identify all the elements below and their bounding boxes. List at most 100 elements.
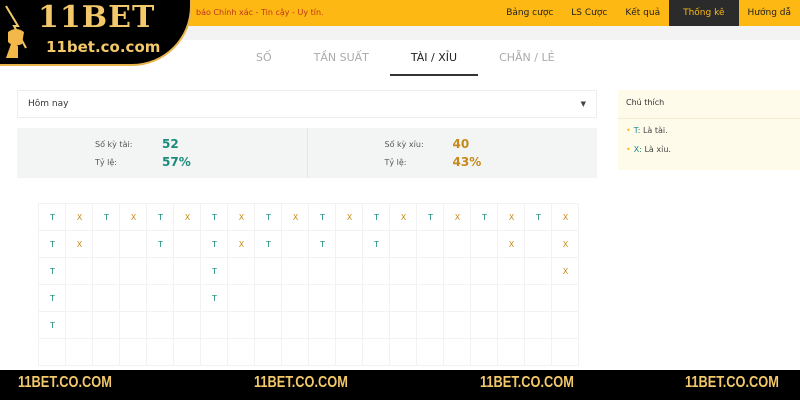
nav-ket-qua[interactable]: Kết quả	[625, 8, 661, 18]
result-column: X	[130, 213, 137, 222]
grid-cell	[66, 258, 93, 285]
grid-cell	[552, 231, 579, 258]
grid-cell	[525, 231, 552, 258]
grid-cell	[201, 231, 228, 258]
tai-stats: Số kỳ tài: 52 Tỷ lệ: 57%	[17, 128, 308, 178]
grid-cell	[174, 339, 201, 366]
grid-cell	[120, 258, 147, 285]
grid-cell	[93, 339, 120, 366]
grid-cell	[282, 204, 309, 231]
grid-cell	[66, 204, 93, 231]
grid-cell	[93, 204, 120, 231]
tai-ratio-label: Tỷ lệ:	[95, 158, 118, 167]
tai-count-label: Số kỳ tài:	[95, 140, 133, 149]
grid-cell	[93, 258, 120, 285]
result-column: X	[346, 213, 353, 222]
grid-cell	[201, 312, 228, 339]
xiu-stats: Số kỳ xỉu: 40 Tỷ lệ: 43%	[308, 128, 598, 178]
grid-cell	[39, 204, 66, 231]
result-column: T	[482, 213, 487, 222]
sub-band	[0, 26, 800, 40]
result-column: X	[184, 213, 191, 222]
tab-tan-suat[interactable]: TẦN SUẤT	[313, 51, 369, 64]
tab-chan-le[interactable]: CHẴN / LẺ	[499, 51, 555, 64]
grid-cell	[228, 231, 255, 258]
grid-cell	[255, 312, 282, 339]
nav-huong-dan[interactable]: Hướng dẫ	[747, 8, 791, 18]
tai-xiu-grid	[38, 203, 579, 366]
grid-cell	[390, 204, 417, 231]
watermark: 11BET.CO.COM	[254, 374, 348, 391]
grid-cell	[255, 285, 282, 312]
grid-cell	[120, 285, 147, 312]
grid-cell	[417, 285, 444, 312]
date-filter-select[interactable]: Hôm nay ▼	[17, 90, 597, 118]
grid-cell	[390, 339, 417, 366]
grid-cell	[336, 231, 363, 258]
date-filter-value: Hôm nay	[28, 99, 69, 109]
grid-cell	[417, 204, 444, 231]
result-column: TTTTT	[50, 213, 55, 330]
watermark: 11BET.CO.COM	[685, 374, 779, 391]
grid-cell	[282, 258, 309, 285]
grid-cell	[363, 231, 390, 258]
nav-thong-ke[interactable]: Thống kê	[669, 0, 739, 26]
grid-cell	[228, 204, 255, 231]
fist-lightning-icon	[5, 5, 27, 58]
grid-cell	[66, 231, 93, 258]
grid-cell	[147, 285, 174, 312]
grid-cell	[336, 285, 363, 312]
grid-cell	[93, 231, 120, 258]
grid-cell	[282, 285, 309, 312]
grid-cell	[174, 204, 201, 231]
grid-cell	[552, 204, 579, 231]
grid-cell	[471, 258, 498, 285]
grid-cell	[471, 231, 498, 258]
grid-cell	[525, 204, 552, 231]
grid-cell	[255, 231, 282, 258]
result-column: X	[292, 213, 299, 222]
watermark: 11BET.CO.COM	[18, 374, 112, 391]
grid-cell	[93, 285, 120, 312]
grid-cell	[255, 204, 282, 231]
logo[interactable]: 11BET 11bet.co.com	[0, 0, 192, 66]
grid-cell	[498, 339, 525, 366]
result-column: TT	[374, 213, 379, 249]
legend-panel: Chú thích • T: Là tài. • X: Là xỉu.	[618, 90, 800, 170]
grid-cell	[201, 258, 228, 285]
grid-cell	[444, 312, 471, 339]
grid-cell	[336, 312, 363, 339]
xiu-ratio-label: Tỷ lệ:	[384, 158, 407, 167]
grid-cell	[390, 231, 417, 258]
xiu-count: 40	[452, 137, 470, 151]
legend-title: Chú thích	[626, 98, 665, 107]
tai-count: 52	[162, 137, 179, 151]
tab-so[interactable]: SỐ	[256, 51, 272, 64]
tabs: SỐ TẦN SUẤT TÀI / XỈU CHẴN / LẺ	[235, 40, 576, 76]
grid-cell	[120, 312, 147, 339]
grid-cell	[525, 312, 552, 339]
nav-bang-cuoc[interactable]: Bảng cược	[506, 8, 554, 18]
grid-cell	[282, 231, 309, 258]
result-column: X	[400, 213, 407, 222]
grid-cell	[363, 204, 390, 231]
logo-text: 11BET	[38, 0, 156, 35]
grid-cell	[471, 339, 498, 366]
result-column: XX	[76, 213, 83, 249]
result-column: TT	[320, 213, 325, 249]
grid-cell	[147, 339, 174, 366]
grid-cell	[201, 339, 228, 366]
grid-cell	[93, 312, 120, 339]
tab-tai-xiu[interactable]: TÀI / XỈU	[389, 40, 479, 76]
result-column: XX	[508, 213, 515, 249]
grid-cell	[39, 339, 66, 366]
grid-cell	[498, 312, 525, 339]
grid-cell	[390, 285, 417, 312]
grid-cell	[228, 258, 255, 285]
grid-cell	[498, 258, 525, 285]
grid-cell	[363, 339, 390, 366]
nav-ls-cuoc[interactable]: LS Cược	[571, 8, 608, 18]
grid-cell	[201, 285, 228, 312]
grid-cell	[363, 285, 390, 312]
grid-cell	[444, 258, 471, 285]
